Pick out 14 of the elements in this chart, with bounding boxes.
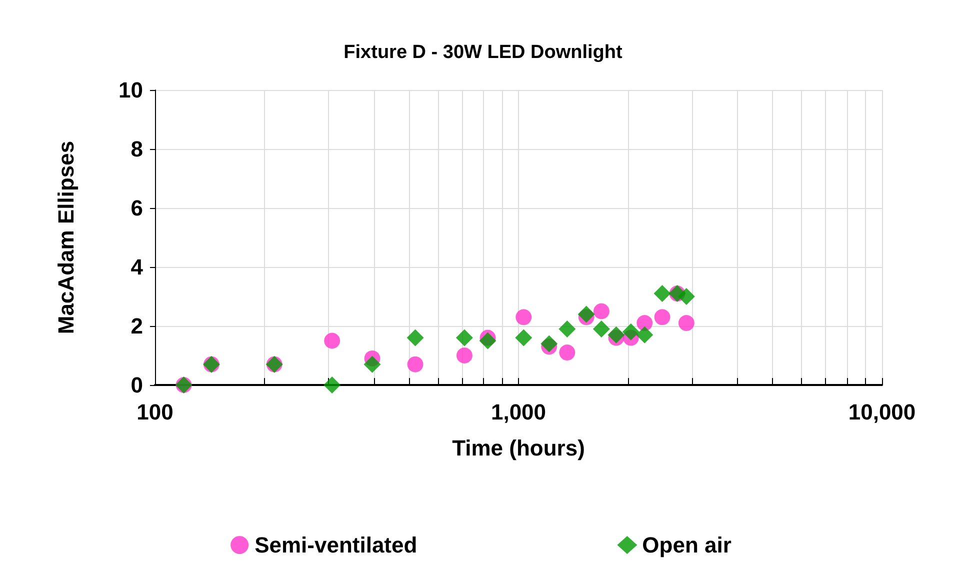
chart-title: Fixture D - 30W LED Downlight — [344, 42, 623, 63]
x-tick-label: 100 — [136, 400, 174, 424]
y-tick-label: 0 — [130, 372, 143, 398]
legend-label: Semi-ventilated — [254, 532, 418, 558]
y-axis-title: MacAdam Ellipses — [54, 140, 78, 334]
legend-label: Open air — [642, 532, 732, 558]
y-tick-label: 8 — [130, 136, 143, 162]
y-tick-label: 4 — [130, 254, 144, 280]
x-tick-label: 10,000 — [848, 400, 916, 424]
x-axis-title: Time (hours) — [452, 436, 585, 460]
y-tick-label: 6 — [130, 196, 143, 220]
x-tick-label: 1,000 — [490, 400, 546, 424]
y-tick-label: 10 — [118, 78, 143, 102]
y-tick-label: 2 — [130, 314, 143, 338]
